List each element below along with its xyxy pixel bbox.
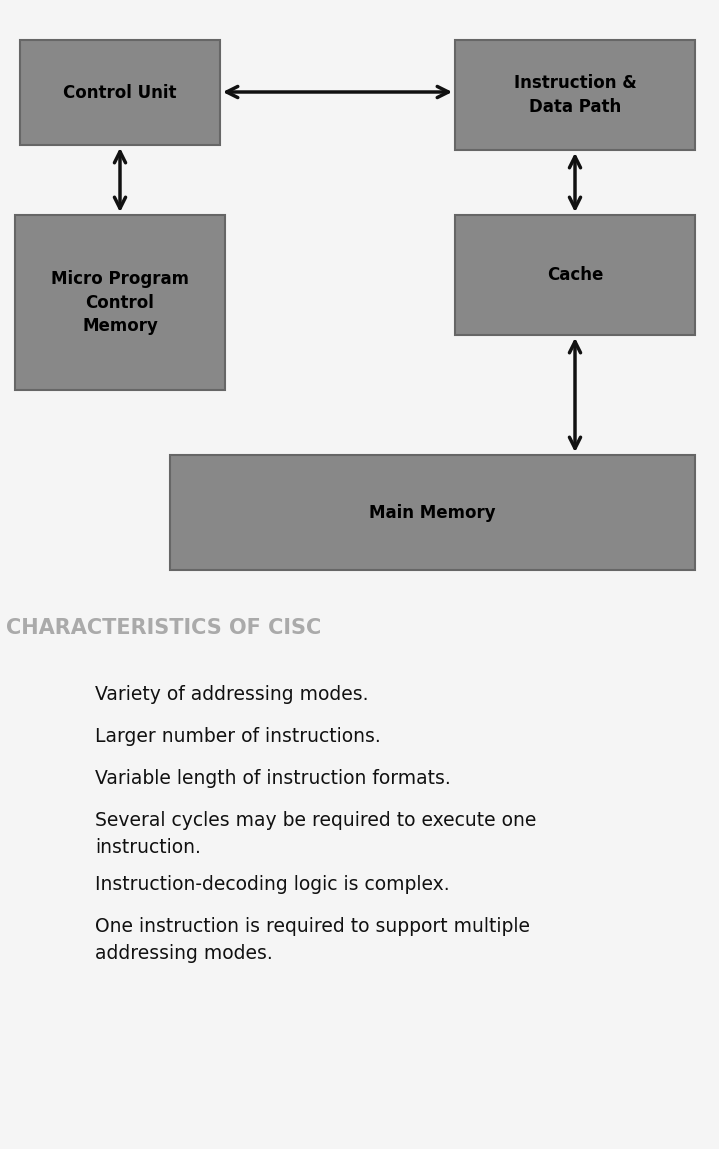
Text: CHARACTERISTICS OF CISC: CHARACTERISTICS OF CISC [6, 618, 321, 638]
Text: Control Unit: Control Unit [63, 84, 177, 101]
Text: Several cycles may be required to execute one
instruction.: Several cycles may be required to execut… [95, 811, 536, 857]
Bar [455, 215, 695, 336]
Text: Instruction &
Data Path: Instruction & Data Path [513, 75, 636, 116]
Text: Cache: Cache [547, 267, 603, 284]
Bar [170, 455, 695, 570]
Bar [15, 215, 225, 390]
Text: Larger number of instructions.: Larger number of instructions. [95, 727, 381, 746]
Bar [20, 40, 220, 145]
Text: Variable length of instruction formats.: Variable length of instruction formats. [95, 769, 451, 788]
Text: Variety of addressing modes.: Variety of addressing modes. [95, 685, 369, 704]
Text: Micro Program
Control
Memory: Micro Program Control Memory [51, 270, 189, 336]
Bar [455, 40, 695, 151]
Text: Main Memory: Main Memory [369, 503, 496, 522]
Text: Instruction-decoding logic is complex.: Instruction-decoding logic is complex. [95, 876, 449, 894]
Text: One instruction is required to support multiple
addressing modes.: One instruction is required to support m… [95, 917, 530, 963]
